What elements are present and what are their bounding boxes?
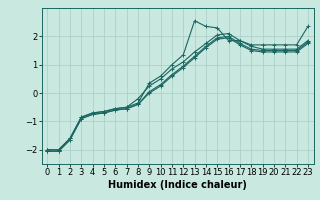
X-axis label: Humidex (Indice chaleur): Humidex (Indice chaleur) (108, 180, 247, 190)
